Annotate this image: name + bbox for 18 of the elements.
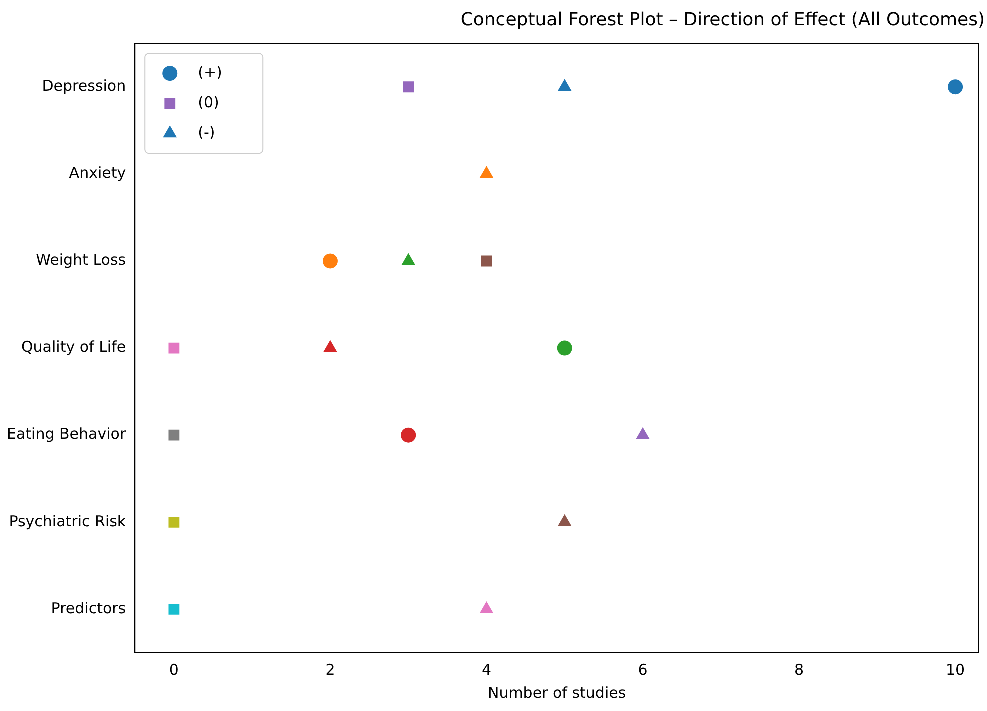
x-axis-title: Number of studies bbox=[488, 684, 626, 702]
x-tick-label: 10 bbox=[946, 660, 966, 679]
x-tick-label: 2 bbox=[326, 660, 336, 679]
x-tick-label: 6 bbox=[638, 660, 648, 679]
legend-label: (0) bbox=[198, 93, 220, 112]
y-tick-label: Quality of Life bbox=[21, 338, 126, 356]
y-tick-label: Psychiatric Risk bbox=[9, 512, 126, 530]
y-tick-label: Depression bbox=[42, 77, 126, 96]
x-tick-label: 0 bbox=[169, 660, 179, 679]
legend-label: (-) bbox=[198, 123, 216, 142]
y-tick-label: Predictors bbox=[51, 599, 126, 618]
x-tick-label: 4 bbox=[482, 660, 492, 679]
chart-title: Conceptual Forest Plot – Direction of Effect (All Outcomes) bbox=[460, 9, 985, 30]
y-tick-label: Anxiety bbox=[69, 164, 126, 182]
y-tick-label: Eating Behavior bbox=[6, 425, 127, 444]
legend-label: (+) bbox=[198, 63, 222, 82]
y-tick-label: Weight Loss bbox=[36, 251, 126, 270]
x-tick-label: 8 bbox=[794, 660, 804, 679]
